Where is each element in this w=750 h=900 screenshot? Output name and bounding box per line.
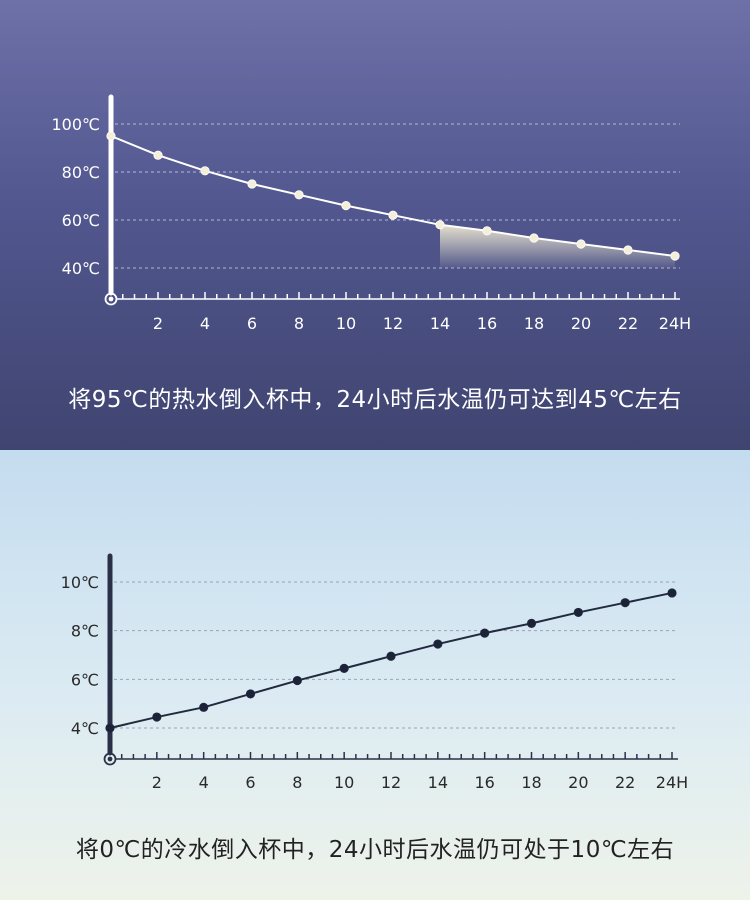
data-point bbox=[105, 723, 115, 733]
thermometer-bulb bbox=[103, 752, 117, 766]
y-tick-label: 60℃ bbox=[62, 211, 100, 230]
y-tick-label: 80℃ bbox=[62, 163, 100, 182]
x-tick-label: 18 bbox=[521, 773, 541, 792]
x-tick-label: 6 bbox=[247, 314, 257, 333]
data-point bbox=[576, 239, 586, 249]
x-tick-label: 18 bbox=[524, 314, 544, 333]
data-point bbox=[294, 190, 304, 200]
data-point bbox=[620, 598, 630, 608]
cold-water-panel: 4℃ 6℃ 8℃ 10℃ 2 4 6 8 10 12 14 16 18 20 22 24H 将0℃的冷水倒入杯… bbox=[0, 450, 750, 900]
x-tick-label: 16 bbox=[477, 314, 497, 333]
temperature-line bbox=[110, 135, 676, 257]
data-point bbox=[573, 607, 583, 618]
cold-water-caption: 将0℃的冷水倒入杯中，24小时后水温仍可处于10℃左右 bbox=[75, 837, 675, 863]
data-point bbox=[482, 226, 492, 236]
x-tick-label: 12 bbox=[381, 773, 401, 792]
y-tick-label: 10℃ bbox=[61, 573, 99, 592]
y-tick-label: 6℃ bbox=[71, 670, 99, 689]
x-tick-label: 22 bbox=[615, 773, 635, 792]
x-tick-label: 16 bbox=[474, 773, 494, 792]
thermometer-bulb-core bbox=[107, 756, 113, 762]
x-tick-label: 8 bbox=[294, 314, 304, 333]
data-point bbox=[386, 651, 396, 661]
retained-heat-area bbox=[440, 224, 675, 268]
data-point bbox=[247, 179, 257, 189]
x-tick-label: 14 bbox=[430, 314, 450, 333]
thermometer-bulb-core bbox=[108, 296, 114, 302]
data-point bbox=[623, 245, 633, 255]
y-tick-label: 8℃ bbox=[71, 622, 99, 641]
x-tick-label: 24H bbox=[656, 773, 688, 792]
data-point bbox=[106, 131, 116, 141]
x-tick-label: 14 bbox=[428, 773, 448, 792]
hot-water-caption: 将95℃的热水倒入杯中，24小时后水温仍可达到45℃左右 bbox=[68, 387, 682, 413]
y-tick-label: 4℃ bbox=[71, 719, 99, 738]
data-point bbox=[667, 588, 677, 598]
x-tick-label: 2 bbox=[153, 314, 163, 333]
x-tick-label: 10 bbox=[336, 314, 356, 333]
y-tick-label: 100℃ bbox=[51, 115, 100, 134]
data-point bbox=[435, 220, 445, 230]
hot-water-chart: 40℃ 60℃ 80℃ 100℃ 2 4 6 8 10 12 14 16 18 20 22 24H bbox=[51, 94, 691, 333]
hot-water-panel: 40℃ 60℃ 80℃ 100℃ 2 4 6 8 10 12 14 16 18 20 22 24H 将95℃的… bbox=[0, 0, 750, 450]
data-point bbox=[670, 251, 680, 261]
data-point bbox=[245, 689, 256, 699]
x-tick-label: 4 bbox=[200, 314, 210, 333]
data-point bbox=[152, 712, 162, 722]
data-point bbox=[526, 618, 537, 628]
data-point bbox=[339, 663, 349, 673]
thermometer-bulb bbox=[104, 292, 118, 306]
data-point bbox=[433, 639, 443, 649]
data-point bbox=[292, 675, 302, 686]
x-tick-label: 24H bbox=[659, 314, 691, 333]
x-tick-label: 2 bbox=[152, 773, 162, 792]
cold-water-chart: 4℃ 6℃ 8℃ 10℃ 2 4 6 8 10 12 14 16 18 20 22 24H bbox=[61, 553, 688, 792]
data-point bbox=[200, 166, 210, 176]
data-point bbox=[529, 233, 539, 243]
x-tick-label: 12 bbox=[383, 314, 403, 333]
x-tick-label: 20 bbox=[571, 314, 591, 333]
data-point bbox=[153, 150, 163, 160]
data-point bbox=[388, 210, 398, 220]
y-tick-label: 40℃ bbox=[62, 259, 100, 278]
data-point bbox=[199, 702, 209, 712]
x-tick-label: 4 bbox=[199, 773, 209, 792]
x-tick-label: 22 bbox=[618, 314, 638, 333]
x-tick-label: 6 bbox=[245, 773, 255, 792]
data-point bbox=[480, 628, 490, 638]
x-tick-label: 20 bbox=[568, 773, 588, 792]
x-tick-label: 8 bbox=[292, 773, 302, 792]
data-point bbox=[341, 201, 351, 211]
x-tick-label: 10 bbox=[334, 773, 354, 792]
